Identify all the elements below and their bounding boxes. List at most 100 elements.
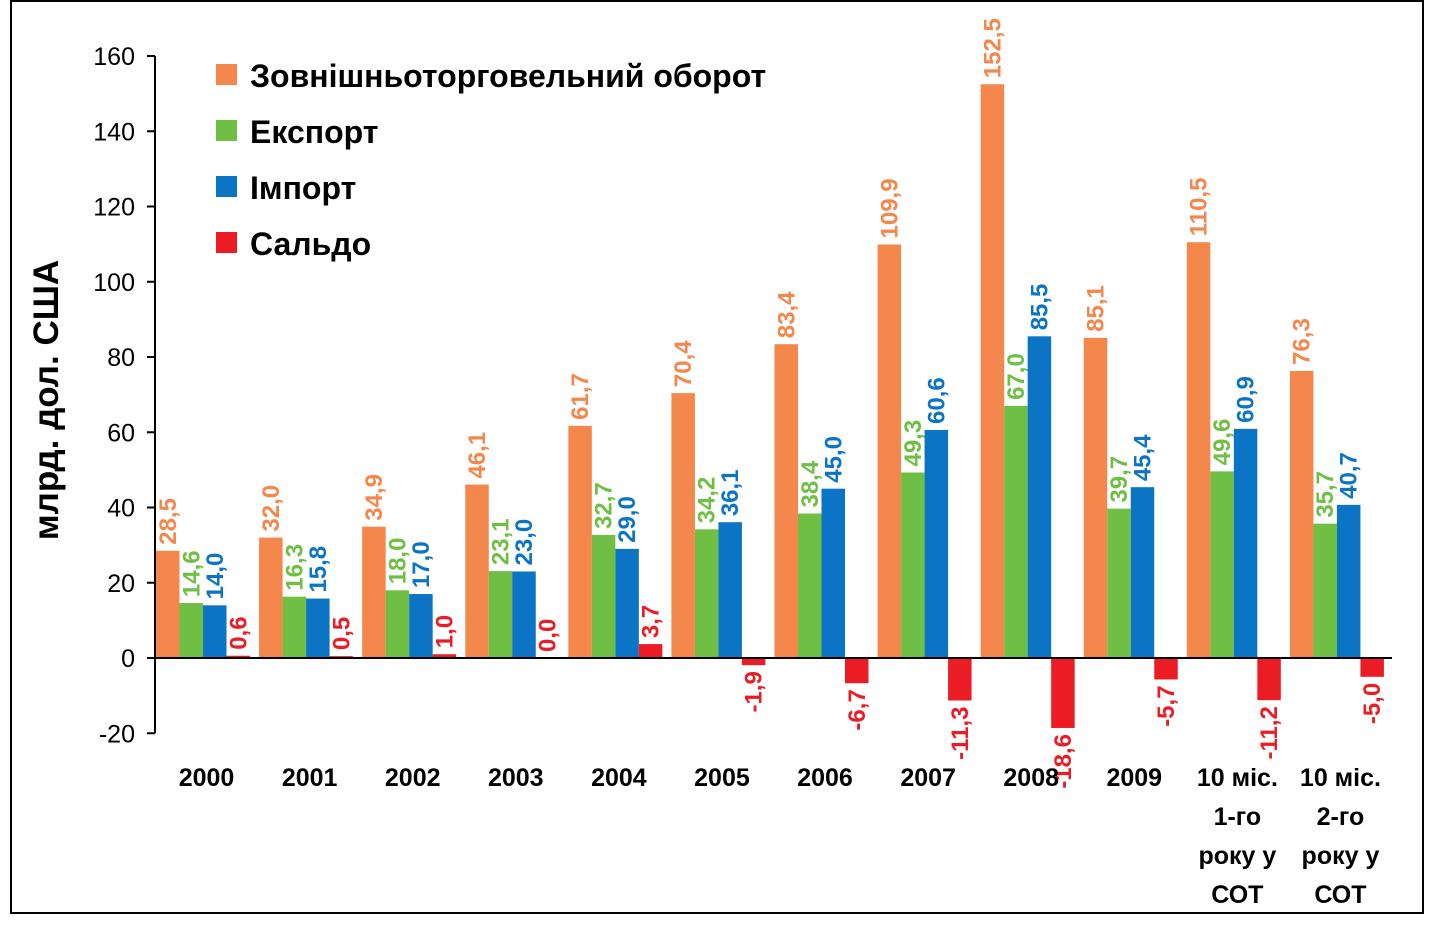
x-category-label-line: 2000 (179, 764, 235, 792)
x-category-label: 2006 (797, 764, 853, 792)
data-label: 23,0 (511, 519, 538, 566)
x-category-label: 2000 (179, 764, 235, 792)
legend-label: Експорт (250, 114, 378, 150)
legend-swatch (216, 232, 237, 253)
bar (409, 594, 433, 658)
y-tick-label: 20 (107, 570, 135, 598)
bar (1313, 523, 1337, 658)
y-tick-label: 0 (121, 645, 135, 673)
y-tick-label: 160 (93, 43, 135, 71)
data-label: 67,0 (1003, 353, 1030, 400)
data-label: 76,3 (1289, 318, 1316, 365)
bar (638, 644, 663, 658)
bar (306, 598, 330, 658)
data-label: 14,0 (202, 553, 229, 600)
bar (488, 571, 513, 658)
bar (156, 550, 180, 658)
bar (845, 658, 869, 684)
x-category-label-line: 2006 (797, 764, 853, 792)
data-label: 60,9 (1233, 376, 1260, 423)
bar (877, 244, 902, 658)
data-label: 32,7 (591, 482, 618, 529)
data-label: 32,0 (258, 485, 285, 532)
data-label: 49,3 (900, 420, 927, 467)
y-tick-label: 120 (93, 194, 135, 222)
bar (1360, 658, 1384, 677)
data-label: 45,4 (1130, 434, 1157, 481)
data-label: 1,0 (431, 615, 458, 648)
x-category-label-line: 2003 (488, 764, 544, 792)
bar (671, 393, 695, 658)
bar (798, 513, 822, 658)
data-label: 28,5 (155, 498, 182, 545)
data-label: 17,0 (408, 541, 435, 588)
bar (362, 526, 386, 658)
x-category-label-line: 2001 (282, 764, 338, 792)
x-category-label: 10 міс. 1-го року у СОТ (1197, 764, 1278, 909)
bar (1257, 658, 1281, 701)
bar (568, 425, 592, 658)
bar (226, 655, 250, 658)
data-label: 0,0 (535, 619, 562, 652)
x-category-label: 2005 (694, 764, 750, 792)
y-tick-label: 40 (107, 495, 135, 523)
x-category-label-line: 2002 (385, 764, 441, 792)
x-category-label-line: 2005 (694, 764, 750, 792)
bar (774, 344, 798, 658)
data-label: 34,9 (361, 474, 388, 521)
bar (591, 534, 616, 658)
data-label: 110,5 (1186, 178, 1213, 237)
bar (718, 522, 742, 658)
bar (980, 84, 1005, 658)
bar (821, 488, 845, 658)
x-category-label-line: 2009 (1106, 764, 1162, 792)
bar (385, 590, 410, 658)
data-label: 45,0 (820, 436, 847, 483)
bar (465, 484, 489, 658)
legend-label: Сальдо (250, 226, 371, 262)
legend-swatch (216, 120, 237, 141)
x-category-label-line: СОТ (1211, 881, 1263, 909)
x-category-label: 2009 (1106, 764, 1162, 792)
x-category-label-line: року у (1198, 842, 1276, 870)
data-label: 29,0 (614, 496, 641, 543)
x-category-label: 2002 (385, 764, 441, 792)
bar (1210, 471, 1234, 658)
data-label: 23,1 (488, 518, 515, 565)
x-category-label-line: 2007 (900, 764, 956, 792)
data-label: 61,7 (567, 373, 594, 420)
bar (901, 472, 925, 658)
y-tick-label: 140 (93, 118, 135, 146)
data-label: 152,5 (979, 18, 1006, 78)
data-label: -1,9 (741, 671, 768, 712)
legend-swatch (216, 176, 237, 197)
data-label: 85,5 (1026, 284, 1053, 331)
y-axis-title: млрд. дол. США (27, 260, 66, 540)
bar (948, 658, 972, 701)
data-label: 40,7 (1336, 452, 1363, 499)
bar (179, 603, 203, 658)
bar (694, 529, 719, 658)
data-label: 83,4 (773, 291, 800, 338)
data-label: -11,3 (947, 707, 974, 760)
bar (924, 429, 949, 658)
data-label: 36,1 (717, 469, 744, 516)
data-label: 38,4 (797, 460, 824, 507)
data-label: 85,1 (1083, 285, 1110, 332)
data-label: 14,6 (178, 550, 205, 597)
bar (1154, 658, 1178, 680)
data-label: 16,3 (281, 544, 308, 591)
bar (1336, 504, 1361, 658)
bar (615, 548, 639, 658)
x-category-label-line: 10 міс. (1300, 764, 1381, 792)
data-label: -6,7 (844, 689, 871, 730)
x-category-label-line: року у (1302, 842, 1380, 870)
x-category-label-line: 10 міс. (1197, 764, 1278, 792)
bar (1083, 337, 1108, 658)
x-category-label-line: 2004 (591, 764, 647, 792)
x-category-label: 2007 (900, 764, 956, 792)
data-label: 0,6 (225, 616, 252, 649)
y-tick-label: 100 (93, 269, 135, 297)
data-label: 34,2 (694, 477, 721, 524)
